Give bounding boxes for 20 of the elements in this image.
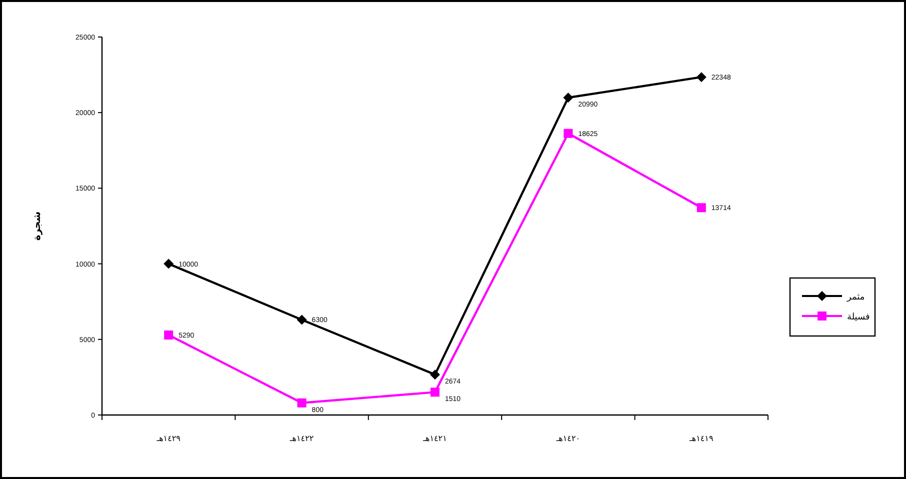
x-tick-label: ١٤٢٠هـ — [555, 434, 580, 443]
point — [297, 398, 306, 408]
point — [696, 72, 706, 82]
x-tick-label: ١٤٢١هـ — [422, 434, 447, 443]
point — [164, 330, 174, 340]
legend-label: مثمر — [846, 292, 865, 302]
x-tick-label: ١٤٢٢هـ — [288, 434, 314, 443]
point — [164, 258, 174, 269]
x-tick-label: ١٤١٩هـ — [688, 434, 714, 443]
legend-label: فسيلة — [847, 312, 870, 322]
point — [430, 370, 440, 380]
point — [696, 203, 706, 212]
x-tick-label: ١٤٢٩هـ — [156, 434, 180, 443]
legend-item: فسيلة — [802, 312, 870, 322]
legend-item: مثمر — [802, 291, 865, 302]
point — [296, 314, 307, 325]
y-axis-title: شجرة — [32, 211, 43, 241]
point — [564, 128, 573, 138]
point — [430, 388, 440, 397]
point — [563, 92, 574, 103]
